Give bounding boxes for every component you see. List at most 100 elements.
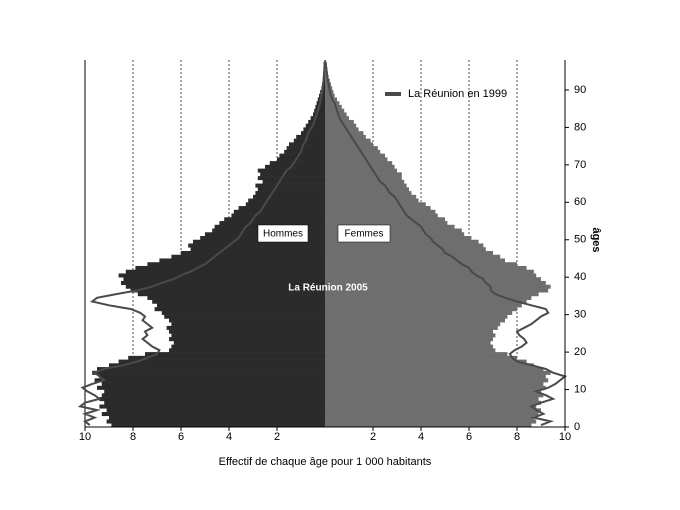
bar [147, 295, 325, 300]
series-label: Femmes [345, 229, 384, 240]
bar [325, 329, 493, 334]
bar [325, 108, 345, 113]
x-tick-label: 4 [418, 431, 424, 443]
bar [325, 149, 381, 154]
label-box [337, 224, 391, 243]
bar [325, 404, 537, 409]
bar [325, 322, 501, 327]
bar [269, 161, 325, 166]
bar [325, 374, 546, 379]
bar [169, 337, 325, 342]
bar [325, 273, 537, 278]
bar [147, 262, 325, 267]
bar [310, 116, 325, 121]
bar [169, 329, 325, 334]
bar [325, 299, 527, 304]
bar [171, 322, 325, 327]
bar [325, 153, 385, 158]
bar [171, 254, 325, 259]
bar [325, 119, 354, 124]
bar [325, 348, 496, 353]
bar [97, 367, 325, 372]
bar [325, 176, 402, 181]
bar [325, 419, 537, 424]
bar [233, 209, 325, 214]
bar [99, 374, 326, 379]
bar [325, 228, 462, 233]
bar [325, 284, 551, 289]
bar [325, 382, 544, 387]
bar [104, 400, 325, 405]
bar [325, 112, 347, 117]
bar [101, 412, 325, 417]
bar [325, 262, 517, 267]
bar [130, 288, 325, 293]
x-tick-label: 8 [514, 431, 520, 443]
bar [286, 146, 325, 151]
bar [171, 344, 325, 349]
bar [257, 176, 325, 181]
bar [125, 284, 325, 289]
bar [123, 277, 326, 282]
bar [325, 217, 445, 222]
bar [238, 206, 325, 211]
bar [325, 131, 364, 136]
bar [325, 277, 541, 282]
y-tick-label: 60 [574, 196, 586, 208]
bar [315, 104, 325, 109]
bar [325, 232, 465, 237]
bar [325, 412, 539, 417]
x-axis-title: Effectif de chaque âge pour 1 000 habita… [219, 456, 432, 468]
annotation: La Réunion 2005 [288, 283, 368, 294]
y-tick-label: 80 [574, 121, 586, 133]
bar [325, 187, 409, 192]
bar [219, 221, 325, 226]
bar [97, 385, 325, 390]
x-tick-label: 10 [559, 431, 571, 443]
bar [325, 397, 539, 402]
bar [255, 183, 325, 188]
bar [253, 194, 325, 199]
bar [325, 408, 541, 413]
bar [157, 303, 325, 308]
x-tick-label: 4 [226, 431, 232, 443]
bar [325, 389, 541, 394]
bar [296, 134, 325, 139]
bar [145, 352, 325, 357]
bar [161, 310, 325, 315]
bar [325, 303, 522, 308]
y-tick-label: 70 [574, 159, 586, 171]
bar [325, 104, 342, 109]
y-tick-label: 20 [574, 346, 586, 358]
bar [265, 164, 325, 169]
bar [164, 314, 325, 319]
bar [325, 134, 366, 139]
bar [154, 307, 325, 312]
x-tick-label: 6 [178, 431, 184, 443]
bar [325, 393, 544, 398]
y-tick-label: 90 [574, 84, 586, 96]
bar [99, 404, 326, 409]
bar [325, 254, 501, 259]
bar [118, 273, 325, 278]
bar [109, 363, 325, 368]
bar [325, 164, 395, 169]
bar [152, 299, 325, 304]
y-tick-label: 40 [574, 271, 586, 283]
legend-label: La Réunion en 1999 [408, 88, 507, 100]
bar [325, 318, 505, 323]
bar [325, 258, 505, 263]
bar [104, 389, 325, 394]
bar [325, 307, 517, 312]
bar [325, 93, 335, 98]
bar [325, 325, 498, 330]
reference-line [77, 61, 326, 426]
bar [106, 408, 325, 413]
label-box [257, 224, 309, 243]
bar [135, 265, 325, 271]
y-tick-label: 50 [574, 234, 586, 246]
bar [277, 157, 325, 162]
bar [181, 250, 325, 256]
bar [231, 213, 325, 218]
